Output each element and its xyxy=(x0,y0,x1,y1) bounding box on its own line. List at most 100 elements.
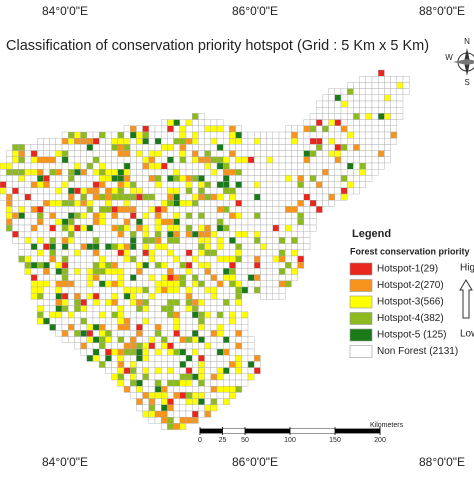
grid-cell xyxy=(61,305,69,313)
grid-cell xyxy=(123,144,131,151)
grid-cell xyxy=(229,361,236,368)
grid-cell xyxy=(49,181,56,189)
grid-cell xyxy=(43,199,50,207)
grid-cell xyxy=(390,131,398,139)
grid-cell xyxy=(260,162,267,170)
grid-cell xyxy=(129,392,137,399)
grid-cell xyxy=(241,137,249,145)
grid-cell xyxy=(148,199,156,207)
grid-cell xyxy=(266,131,274,139)
grid-cell xyxy=(359,144,367,151)
grid-cell xyxy=(98,243,106,251)
grid-cell xyxy=(198,286,205,294)
grid-cell xyxy=(247,181,255,189)
grid-cell xyxy=(129,330,137,337)
grid-cell xyxy=(185,156,193,164)
grid-cell xyxy=(80,237,87,244)
grid-cell xyxy=(111,162,118,170)
grid-cell xyxy=(185,286,193,294)
grid-cell xyxy=(129,131,137,139)
grid-cell xyxy=(260,286,267,294)
grid-cell xyxy=(266,193,274,201)
grid-cell xyxy=(86,280,94,288)
grid-cell xyxy=(229,175,236,182)
grid-cell xyxy=(167,255,174,263)
grid-cell xyxy=(98,293,106,300)
grid-cell xyxy=(291,156,298,164)
grid-cell xyxy=(303,175,311,182)
grid-cell xyxy=(49,212,56,220)
grid-cell xyxy=(173,324,181,331)
grid-cell xyxy=(74,206,81,213)
grid-cell xyxy=(148,361,156,368)
grid-cell xyxy=(154,131,162,139)
grid-cell xyxy=(12,199,19,207)
grid-cell xyxy=(136,293,143,300)
grid-cell xyxy=(229,243,236,251)
grid-cell xyxy=(260,206,267,213)
grid-cell xyxy=(260,137,267,145)
grid-cell xyxy=(18,237,26,244)
grid-cell xyxy=(61,144,69,151)
grid-cell xyxy=(191,193,199,201)
grid-cell xyxy=(55,224,63,232)
grid-cell xyxy=(74,187,81,195)
grid-cell xyxy=(229,324,236,331)
grid-cell xyxy=(55,317,63,325)
grid-cell xyxy=(160,324,168,331)
grid-cell xyxy=(123,199,131,207)
grid-cell xyxy=(198,262,205,269)
grid-cell xyxy=(123,286,131,294)
grid-cell xyxy=(285,243,292,251)
grid-cell xyxy=(30,280,38,288)
grid-cell xyxy=(74,274,81,282)
grid-cell xyxy=(347,144,354,151)
grid-cell xyxy=(30,230,38,238)
grid-cell xyxy=(334,94,342,102)
grid-cell xyxy=(98,224,106,232)
grid-cell xyxy=(61,243,69,251)
grid-cell xyxy=(111,243,118,251)
grid-cell xyxy=(55,206,63,213)
grid-cell xyxy=(266,218,274,226)
grid-cell xyxy=(204,367,212,375)
grid-cell xyxy=(117,305,125,313)
grid-cell xyxy=(216,168,224,176)
grid-cell xyxy=(154,230,162,238)
grid-cell xyxy=(111,150,118,158)
grid-cell xyxy=(396,106,404,114)
grid-cell xyxy=(285,218,292,226)
grid-cell xyxy=(272,181,280,189)
grid-cell xyxy=(185,206,193,213)
grid-cell xyxy=(61,317,69,325)
grid-cell xyxy=(272,137,280,145)
grid-cell xyxy=(173,330,181,337)
grid-cell xyxy=(235,355,243,362)
grid-cell xyxy=(185,274,193,282)
grid-cell xyxy=(74,237,81,244)
grid-cell xyxy=(80,181,87,189)
grid-cell xyxy=(105,156,112,164)
grid-cell xyxy=(55,243,63,251)
grid-cell xyxy=(384,106,391,114)
grid-cell xyxy=(61,286,69,294)
grid-cell xyxy=(142,150,150,158)
grid-cell xyxy=(67,237,75,244)
grid-cell xyxy=(12,206,19,213)
grid-cell xyxy=(136,299,143,306)
grid-cell xyxy=(309,212,317,220)
grid-cell xyxy=(136,162,143,170)
grid-cell xyxy=(185,355,193,362)
grid-cell xyxy=(24,243,32,251)
grid-cell xyxy=(49,224,56,232)
grid-cell xyxy=(291,193,298,201)
grid-cell xyxy=(5,156,13,164)
grid-cell xyxy=(204,175,212,182)
grid-cell xyxy=(185,324,193,331)
grid-cell xyxy=(111,274,118,282)
grid-cell xyxy=(179,131,187,139)
grid-cell xyxy=(278,262,286,269)
grid-cell xyxy=(49,237,56,244)
grid-cell xyxy=(210,379,218,387)
grid-cell xyxy=(98,342,106,350)
